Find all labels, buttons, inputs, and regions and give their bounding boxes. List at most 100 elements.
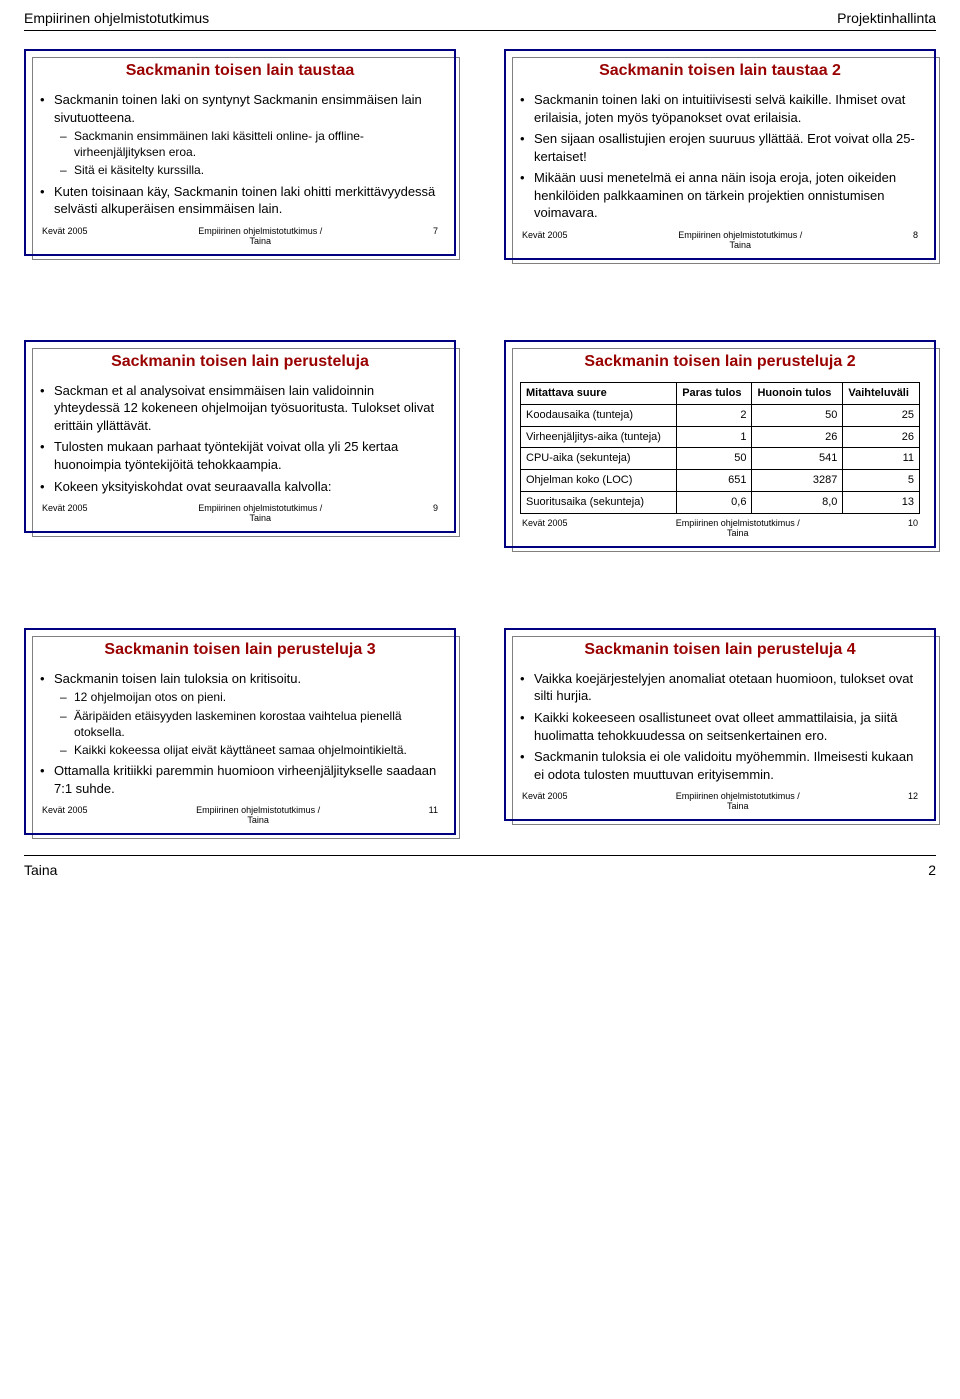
footer-course: Empiirinen ohjelmistotutkimus / Taina xyxy=(88,226,433,246)
slide-title: Sackmanin toisen lain perusteluja xyxy=(40,352,440,372)
footer-course: Empiirinen ohjelmistotutkimus / Taina xyxy=(88,805,429,825)
footer-course: Empiirinen ohjelmistotutkimus / Taina xyxy=(568,791,908,811)
header-right: Projektinhallinta xyxy=(837,10,936,26)
slide-box: Sackmanin toisen lain taustaa 2 Sackmani… xyxy=(504,49,936,260)
slide-12: Sackmanin toisen lain perusteluja 4 Vaik… xyxy=(504,628,936,835)
slide-title: Sackmanin toisen lain taustaa 2 xyxy=(520,61,920,81)
slide-footer: Kevät 2005 Empiirinen ohjelmistotutkimus… xyxy=(520,787,920,811)
bullet: Mikään uusi menetelmä ei anna näin isoja… xyxy=(520,169,920,222)
footer-page: 9 xyxy=(433,503,438,523)
slide-content: Sackmanin toinen laki on syntynyt Sackma… xyxy=(40,91,440,218)
slide-box: Sackmanin toisen lain perusteluja Sackma… xyxy=(24,340,456,533)
table-cell: Ohjelman koko (LOC) xyxy=(521,470,677,492)
table-cell: 0,6 xyxy=(677,492,752,514)
footer-course: Empiirinen ohjelmistotutkimus / Taina xyxy=(568,230,913,250)
slide-content: Sackman et al analysoivat ensimmäisen la… xyxy=(40,382,440,495)
table-cell: 5 xyxy=(843,470,920,492)
slide-10: Sackmanin toisen lain perusteluja 2 Mita… xyxy=(504,340,936,548)
table-row: Ohjelman koko (LOC)65132875 xyxy=(521,470,920,492)
slide-footer: Kevät 2005 Empiirinen ohjelmistotutkimus… xyxy=(40,801,440,825)
slide-box: Sackmanin toisen lain perusteluja 4 Vaik… xyxy=(504,628,936,821)
slide-8: Sackmanin toisen lain taustaa 2 Sackmani… xyxy=(504,49,936,260)
sub-bullet: Ääripäiden etäisyyden laskeminen korosta… xyxy=(60,708,440,740)
slide-title: Sackmanin toisen lain perusteluja 3 xyxy=(40,640,440,660)
bullet: Tulosten mukaan parhaat työntekijät voiv… xyxy=(40,438,440,473)
footer-semester: Kevät 2005 xyxy=(522,230,568,250)
slide-11: Sackmanin toisen lain perusteluja 3 Sack… xyxy=(24,628,456,835)
slide-grid: Sackmanin toisen lain taustaa Sackmanin … xyxy=(0,49,960,855)
slide-content: Mitattava suure Paras tulos Huonoin tulo… xyxy=(520,382,920,514)
header-left: Empiirinen ohjelmistotutkimus xyxy=(24,10,209,26)
footer-semester: Kevät 2005 xyxy=(522,518,568,538)
table-cell: 3287 xyxy=(752,470,843,492)
slide-box: Sackmanin toisen lain taustaa Sackmanin … xyxy=(24,49,456,256)
table-cell: 541 xyxy=(752,448,843,470)
footer-page: 8 xyxy=(913,230,918,250)
sub-bullet: Sitä ei käsitelty kurssilla. xyxy=(60,162,440,178)
bullet: Sackmanin tuloksia ei ole validoitu myöh… xyxy=(520,748,920,783)
footer-course: Empiirinen ohjelmistotutkimus / Taina xyxy=(88,503,433,523)
table-cell: 13 xyxy=(843,492,920,514)
table-cell: 1 xyxy=(677,426,752,448)
table-row: CPU-aika (sekunteja)5054111 xyxy=(521,448,920,470)
table-row: Suoritusaika (sekunteja)0,68,013 xyxy=(521,492,920,514)
bullet: Sackmanin toinen laki on syntynyt Sackma… xyxy=(40,91,440,179)
table-cell: Suoritusaika (sekunteja) xyxy=(521,492,677,514)
slide-9: Sackmanin toisen lain perusteluja Sackma… xyxy=(24,340,456,548)
slide-content: Sackmanin toinen laki on intuitiivisesti… xyxy=(520,91,920,222)
footer-page: 12 xyxy=(908,791,918,811)
header-rule xyxy=(24,30,936,31)
slide-title: Sackmanin toisen lain taustaa xyxy=(40,61,440,81)
slide-footer: Kevät 2005 Empiirinen ohjelmistotutkimus… xyxy=(520,226,920,250)
page-header: Empiirinen ohjelmistotutkimus Projektinh… xyxy=(0,0,960,30)
bullet: Kaikki kokeeseen osallistuneet ovat olle… xyxy=(520,709,920,744)
slide-title: Sackmanin toisen lain perusteluja 4 xyxy=(520,640,920,660)
sub-bullet: Sackmanin ensimmäinen laki käsitteli onl… xyxy=(60,128,440,160)
col-header: Paras tulos xyxy=(677,382,752,404)
slide-box: Sackmanin toisen lain perusteluja 2 Mita… xyxy=(504,340,936,548)
table-cell: 651 xyxy=(677,470,752,492)
table-cell: Virheenjäljitys-aika (tunteja) xyxy=(521,426,677,448)
table-cell: 2 xyxy=(677,404,752,426)
slide-box: Sackmanin toisen lain perusteluja 3 Sack… xyxy=(24,628,456,835)
slide-title: Sackmanin toisen lain perusteluja 2 xyxy=(520,352,920,372)
bullet: Ottamalla kritiikki paremmin huomioon vi… xyxy=(40,762,440,797)
col-header: Vaihteluväli xyxy=(843,382,920,404)
footer-course: Empiirinen ohjelmistotutkimus / Taina xyxy=(568,518,908,538)
sub-bullet: 12 ohjelmoijan otos on pieni. xyxy=(60,689,440,705)
table-cell: 8,0 xyxy=(752,492,843,514)
slide-row: Sackmanin toisen lain perusteluja Sackma… xyxy=(24,340,936,548)
bullet: Sen sijaan osallistujien erojen suuruus … xyxy=(520,130,920,165)
table-row: Virheenjäljitys-aika (tunteja)12626 xyxy=(521,426,920,448)
bullet: Kuten toisinaan käy, Sackmanin toinen la… xyxy=(40,183,440,218)
table-cell: 50 xyxy=(752,404,843,426)
slide-footer: Kevät 2005 Empiirinen ohjelmistotutkimus… xyxy=(40,499,440,523)
bullet: Sackman et al analysoivat ensimmäisen la… xyxy=(40,382,440,435)
slide-7: Sackmanin toisen lain taustaa Sackmanin … xyxy=(24,49,456,260)
data-table: Mitattava suure Paras tulos Huonoin tulo… xyxy=(520,382,920,514)
footer-page: 7 xyxy=(433,226,438,246)
slide-content: Vaikka koejärjestelyjen anomaliat otetaa… xyxy=(520,670,920,783)
bullet: Vaikka koejärjestelyjen anomaliat otetaa… xyxy=(520,670,920,705)
page-footer-right: 2 xyxy=(928,862,936,878)
table-cell: Koodausaika (tunteja) xyxy=(521,404,677,426)
col-header: Huonoin tulos xyxy=(752,382,843,404)
page-footer-left: Taina xyxy=(24,862,57,878)
page-footer: Taina 2 xyxy=(24,855,936,878)
table-cell: 50 xyxy=(677,448,752,470)
slide-row: Sackmanin toisen lain taustaa Sackmanin … xyxy=(24,49,936,260)
table-cell: CPU-aika (sekunteja) xyxy=(521,448,677,470)
footer-semester: Kevät 2005 xyxy=(42,805,88,825)
bullet: Kokeen yksityiskohdat ovat seuraavalla k… xyxy=(40,478,440,496)
footer-page: 10 xyxy=(908,518,918,538)
slide-footer: Kevät 2005 Empiirinen ohjelmistotutkimus… xyxy=(40,222,440,246)
footer-semester: Kevät 2005 xyxy=(42,503,88,523)
bullet: Sackmanin toinen laki on intuitiivisesti… xyxy=(520,91,920,126)
table-cell: 11 xyxy=(843,448,920,470)
table-cell: 26 xyxy=(752,426,843,448)
table-cell: 25 xyxy=(843,404,920,426)
footer-semester: Kevät 2005 xyxy=(42,226,88,246)
footer-semester: Kevät 2005 xyxy=(522,791,568,811)
sub-bullet: Kaikki kokeessa olijat eivät käyttäneet … xyxy=(60,742,440,758)
table-cell: 26 xyxy=(843,426,920,448)
